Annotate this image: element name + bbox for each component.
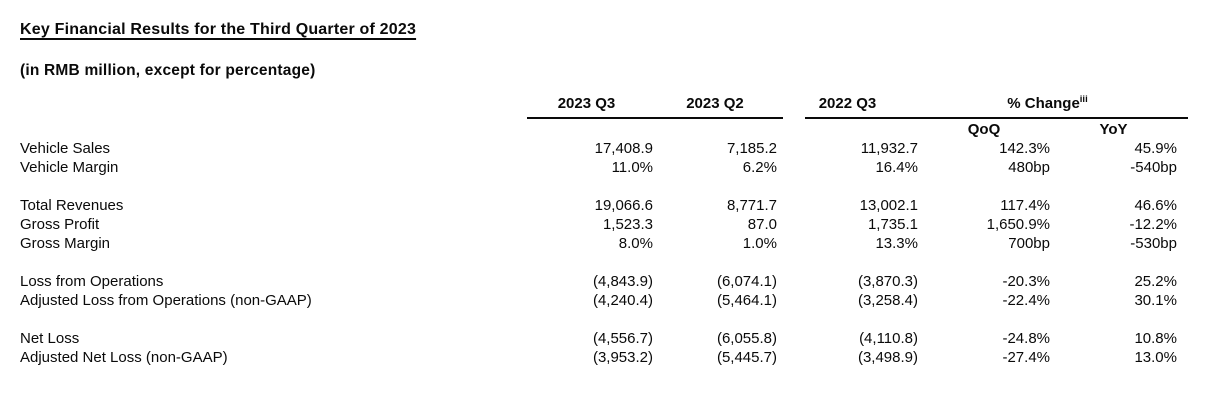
row-value: -20.3% <box>1002 273 1050 290</box>
col-header-2023-q3: 2023 Q3 <box>557 95 616 112</box>
row-label: Gross Profit <box>20 216 100 233</box>
header-underline-current-periods <box>527 117 783 119</box>
page-title: Key Financial Results for the Third Quar… <box>20 21 417 38</box>
row-value: 25.2% <box>1134 273 1177 290</box>
row-label: Total Revenues <box>20 197 124 214</box>
group-spacer <box>0 310 1215 329</box>
row-value: 46.6% <box>1134 197 1177 214</box>
table-row: Net Loss (4,556.7) (6,055.8) (4,110.8) -… <box>0 329 1215 348</box>
table-row: Total Revenues 19,066.6 8,771.7 13,002.1… <box>0 196 1215 215</box>
row-label: Gross Margin <box>20 235 111 252</box>
row-value: 6.2% <box>742 159 777 176</box>
row-value: -540bp <box>1130 159 1177 176</box>
table-row: Vehicle Sales 17,408.9 7,185.2 11,932.7 … <box>0 139 1215 158</box>
page-subtitle: (in RMB million, except for percentage) <box>20 62 316 79</box>
row-value: (4,240.4) <box>592 292 653 309</box>
row-value: (5,445.7) <box>716 349 777 366</box>
table-row: Adjusted Loss from Operations (non-GAAP)… <box>0 291 1215 310</box>
row-label-header-spacer <box>0 112 520 117</box>
col-header-pct-change: % Changeiii <box>918 94 1177 117</box>
row-value: (5,464.1) <box>716 292 777 309</box>
row-value: 700bp <box>1008 235 1050 252</box>
financial-table: 2023 Q3 2023 Q2 2022 Q3 % Changeiii QoQ … <box>0 94 1215 367</box>
table-row: Vehicle Margin 11.0% 6.2% 16.4% 480bp -5… <box>0 158 1215 177</box>
row-value: -12.2% <box>1129 216 1177 233</box>
row-value: -24.8% <box>1002 330 1050 347</box>
row-value: (6,074.1) <box>716 273 777 290</box>
header-underline-prior-period-and-change <box>805 117 1188 119</box>
table-row: Gross Margin 8.0% 1.0% 13.3% 700bp -530b… <box>0 234 1215 253</box>
table-subheader-row: QoQ YoY <box>0 120 1215 139</box>
row-label: Vehicle Margin <box>20 159 119 176</box>
row-value: 17,408.9 <box>594 140 653 157</box>
row-value: 8,771.7 <box>726 197 777 214</box>
row-value: (4,556.7) <box>592 330 653 347</box>
row-value: (3,953.2) <box>592 349 653 366</box>
row-value: 8.0% <box>618 235 653 252</box>
row-value: 117.4% <box>1000 197 1050 214</box>
table-row: Gross Profit 1,523.3 87.0 1,735.1 1,650.… <box>0 215 1215 234</box>
row-value: (6,055.8) <box>716 330 777 347</box>
row-value: (3,258.4) <box>857 292 918 309</box>
group-spacer <box>0 253 1215 272</box>
row-value: (3,498.9) <box>857 349 918 366</box>
row-value: -22.4% <box>1002 292 1050 309</box>
row-value: 1,735.1 <box>867 216 918 233</box>
row-label: Adjusted Net Loss (non-GAAP) <box>20 349 228 366</box>
row-value: -27.4% <box>1002 349 1050 366</box>
col-header-yoy: YoY <box>1099 121 1128 138</box>
row-value: 11,932.7 <box>860 140 918 157</box>
row-value: 142.3% <box>999 140 1050 157</box>
pct-change-label: % Change <box>1007 95 1080 112</box>
row-value: 30.1% <box>1134 292 1177 309</box>
row-value: (3,870.3) <box>857 273 918 290</box>
row-label: Loss from Operations <box>20 273 164 290</box>
col-header-2022-q3: 2022 Q3 <box>818 95 877 112</box>
col-header-2023-q2: 2023 Q2 <box>686 95 744 112</box>
row-value: 1,650.9% <box>986 216 1050 233</box>
table-row: Loss from Operations (4,843.9) (6,074.1)… <box>0 272 1215 291</box>
row-value: 480bp <box>1008 159 1050 176</box>
row-value: 7,185.2 <box>726 140 777 157</box>
subheader-spacer-2 <box>520 120 653 139</box>
row-label: Net Loss <box>20 330 80 347</box>
row-value: (4,843.9) <box>592 273 653 290</box>
group-spacer <box>0 177 1215 196</box>
row-label: Vehicle Sales <box>20 140 111 157</box>
row-label: Adjusted Loss from Operations (non-GAAP) <box>20 292 312 309</box>
row-value: 11.0% <box>611 159 653 176</box>
subheader-spacer-4 <box>777 120 918 139</box>
row-value: 13.0% <box>1134 349 1177 366</box>
row-value: (4,110.8) <box>859 330 918 347</box>
pct-change-superscript: iii <box>1079 94 1088 105</box>
row-value: 13,002.1 <box>859 197 918 214</box>
row-value: 87.0 <box>747 216 777 233</box>
row-value: 13.3% <box>875 235 918 252</box>
row-value: 16.4% <box>875 159 918 176</box>
table-body: Vehicle Sales 17,408.9 7,185.2 11,932.7 … <box>0 139 1215 367</box>
table-header-row: 2023 Q3 2023 Q2 2022 Q3 % Changeiii <box>0 94 1215 117</box>
row-value: 1,523.3 <box>602 216 653 233</box>
subheader-spacer-3 <box>653 120 777 139</box>
row-value: 19,066.6 <box>594 197 653 214</box>
row-value: -530bp <box>1130 235 1177 252</box>
row-value: 45.9% <box>1134 140 1177 157</box>
col-header-qoq: QoQ <box>967 121 1001 138</box>
row-value: 10.8% <box>1134 330 1177 347</box>
row-value: 1.0% <box>742 235 777 252</box>
table-row: Adjusted Net Loss (non-GAAP) (3,953.2) (… <box>0 348 1215 367</box>
subheader-spacer-1 <box>0 120 520 139</box>
